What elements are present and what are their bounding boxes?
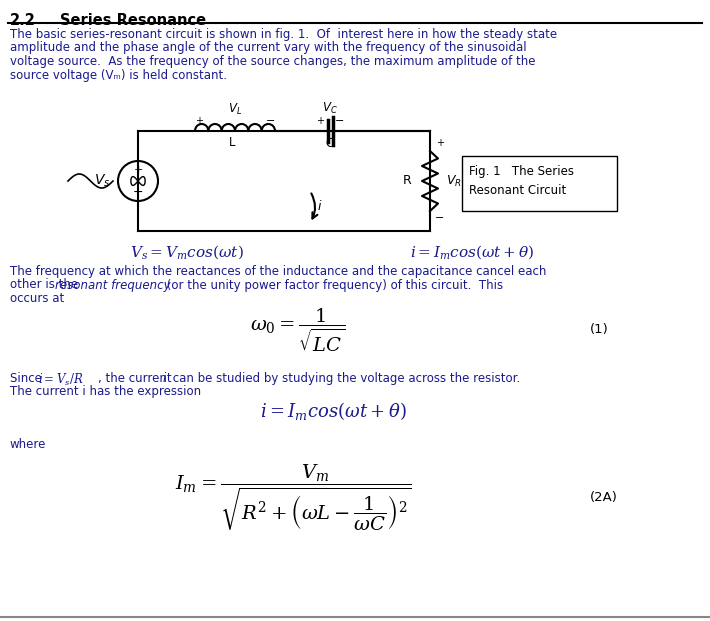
Text: Resonant Circuit: Resonant Circuit	[469, 184, 567, 197]
Text: R: R	[403, 175, 412, 188]
Text: The basic series-resonant circuit is shown in fig. 1.  Of  interest here in how : The basic series-resonant circuit is sho…	[10, 28, 557, 41]
FancyBboxPatch shape	[462, 156, 617, 211]
Text: −: −	[435, 213, 444, 223]
Text: 2.2: 2.2	[10, 13, 36, 28]
Text: $i = I_m\mathit{cos}(\omega t + \theta)$: $i = I_m\mathit{cos}(\omega t + \theta)$	[260, 401, 407, 422]
Text: −: −	[133, 186, 143, 199]
Text: Fig. 1   The Series: Fig. 1 The Series	[469, 165, 574, 178]
Text: L: L	[229, 136, 235, 149]
Text: $V_s$: $V_s$	[94, 173, 110, 189]
Text: $i = V_s/R$: $i = V_s/R$	[38, 372, 84, 388]
Text: $i = I_m\mathit{cos}(\omega t + \theta)$: $i = I_m\mathit{cos}(\omega t + \theta)$	[410, 243, 535, 261]
Text: resonant frequency: resonant frequency	[55, 278, 170, 291]
Text: other is the: other is the	[10, 278, 82, 291]
Text: −: −	[335, 116, 344, 126]
Text: The current i has the expression: The current i has the expression	[10, 386, 201, 399]
Text: can be studied by studying the voltage across the resistor.: can be studied by studying the voltage a…	[169, 372, 520, 385]
Text: (2A): (2A)	[590, 491, 618, 504]
Text: $V_L$: $V_L$	[228, 102, 242, 117]
Text: (or the unity power factor frequency) of this circuit.  This: (or the unity power factor frequency) of…	[163, 278, 503, 291]
Text: $V_R$: $V_R$	[446, 173, 462, 189]
Text: C: C	[326, 137, 334, 150]
Text: occurs at: occurs at	[10, 292, 64, 305]
Text: $I_m = \dfrac{V_m}{\sqrt{R^2 + \left(\omega L - \dfrac{1}{\omega C}\right)^2}}$: $I_m = \dfrac{V_m}{\sqrt{R^2 + \left(\om…	[175, 462, 412, 533]
Text: (1): (1)	[590, 324, 608, 337]
Text: +: +	[316, 116, 324, 126]
Text: +: +	[133, 165, 143, 175]
Text: Series Resonance: Series Resonance	[60, 13, 206, 28]
Text: source voltage (Vₘ) is held constant.: source voltage (Vₘ) is held constant.	[10, 68, 227, 81]
Text: voltage source.  As the frequency of the source changes, the maximum amplitude o: voltage source. As the frequency of the …	[10, 55, 535, 68]
Text: i: i	[163, 372, 166, 385]
Text: i: i	[318, 201, 322, 214]
Text: amplitude and the phase angle of the current vary with the frequency of the sinu: amplitude and the phase angle of the cur…	[10, 42, 527, 55]
Text: $\omega_0 = \dfrac{1}{\sqrt{LC}}$: $\omega_0 = \dfrac{1}{\sqrt{LC}}$	[250, 306, 345, 354]
Text: The frequency at which the reactances of the inductance and the capacitance canc: The frequency at which the reactances of…	[10, 265, 547, 278]
Text: where: where	[10, 438, 46, 450]
Text: +: +	[195, 116, 203, 126]
Text: $V_s = V_m\mathit{cos}(\omega t)$: $V_s = V_m\mathit{cos}(\omega t)$	[130, 243, 244, 261]
Text: +: +	[436, 138, 444, 148]
Text: , the current: , the current	[98, 372, 175, 385]
Text: −: −	[266, 116, 275, 126]
Text: $V_C$: $V_C$	[322, 101, 338, 116]
Text: Since: Since	[10, 372, 45, 385]
